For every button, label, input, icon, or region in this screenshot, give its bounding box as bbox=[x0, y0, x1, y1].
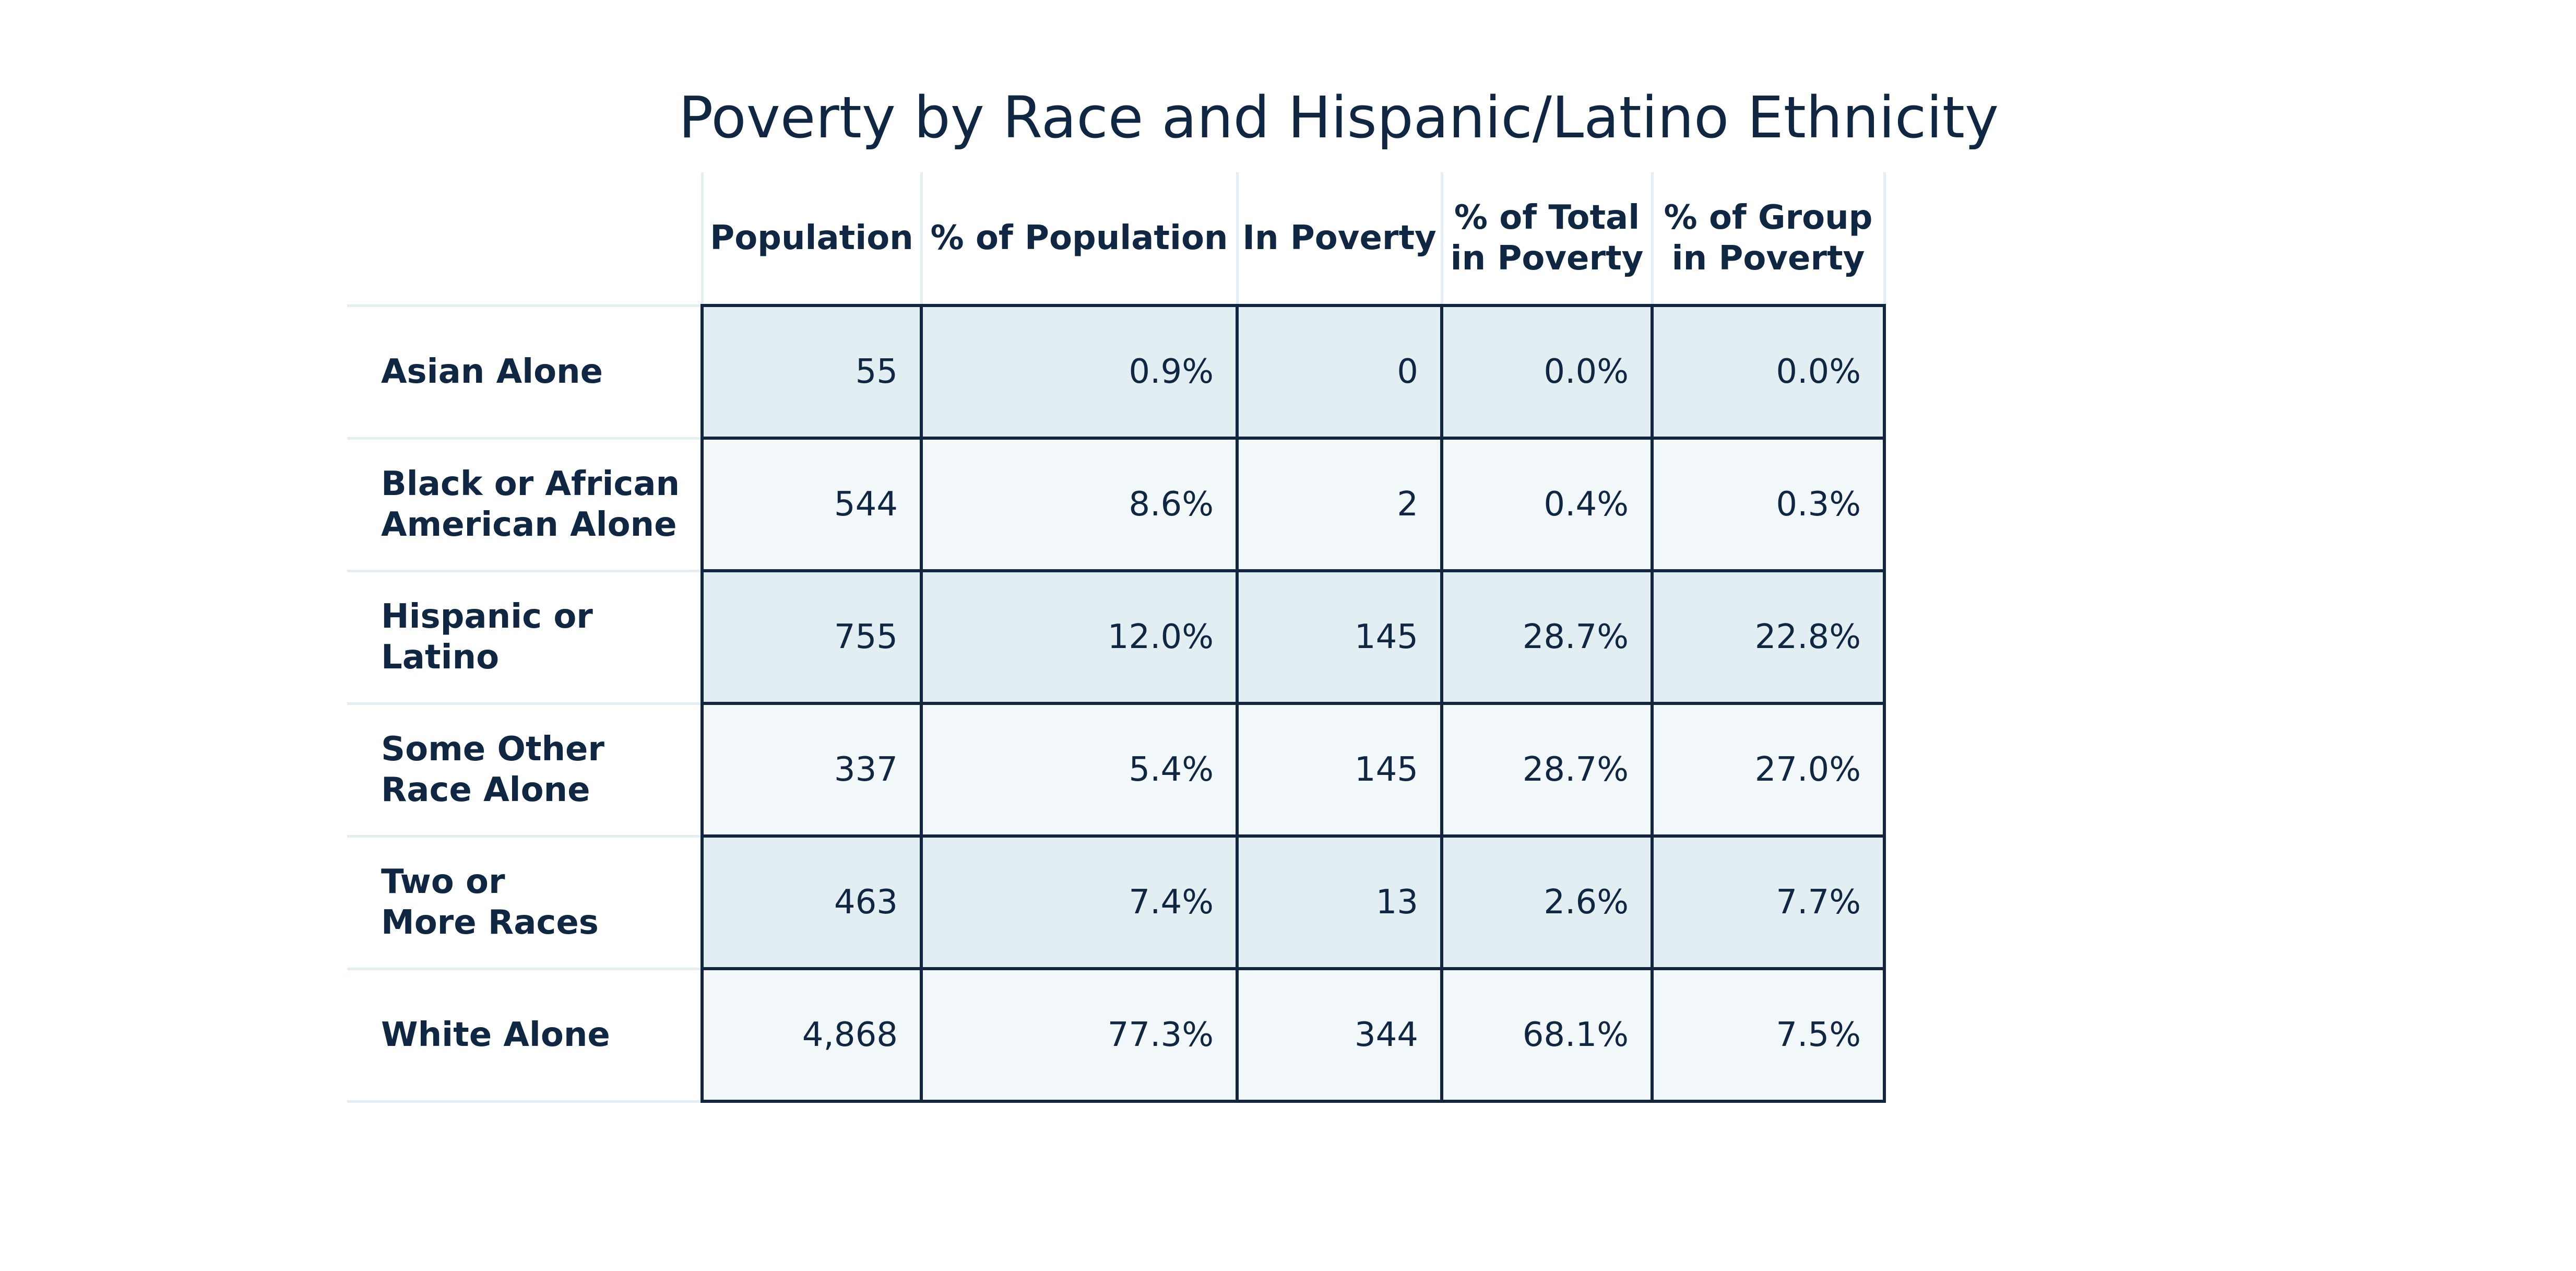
cell-pct-total-poverty: 2.6% bbox=[1440, 834, 1654, 970]
cell-in-poverty: 0 bbox=[1236, 304, 1443, 440]
column-header-pct-total-poverty: % of Total in Poverty bbox=[1440, 172, 1654, 305]
table-row: White Alone 4,868 77.3% 344 68.1% 7.5% bbox=[347, 967, 1886, 1103]
poverty-table: Population % of Population In Poverty % … bbox=[347, 172, 1886, 1103]
cell-in-poverty: 344 bbox=[1236, 967, 1443, 1103]
column-header-population: Population bbox=[701, 172, 923, 305]
cell-pct-total-poverty: 28.7% bbox=[1440, 702, 1654, 838]
cell-pct-population: 77.3% bbox=[920, 967, 1239, 1103]
table-title: Poverty by Race and Hispanic/Latino Ethn… bbox=[679, 84, 1999, 151]
column-header-line: % of Population bbox=[930, 219, 1228, 257]
column-header-line: % of Total bbox=[1454, 198, 1640, 237]
cell-pct-group-poverty: 7.5% bbox=[1651, 967, 1886, 1103]
cell-in-poverty: 145 bbox=[1236, 702, 1443, 838]
cell-population: 55 bbox=[701, 304, 923, 440]
cell-pct-total-poverty: 0.4% bbox=[1440, 437, 1654, 572]
row-label: Asian Alone bbox=[347, 304, 702, 440]
row-label: Black or African American Alone bbox=[347, 437, 702, 572]
table-row: Black or African American Alone 544 8.6% 2 0… bbox=[347, 437, 1886, 572]
cell-pct-total-poverty: 68.1% bbox=[1440, 967, 1654, 1103]
cell-pct-group-poverty: 22.8% bbox=[1651, 569, 1886, 705]
cell-pct-total-poverty: 28.7% bbox=[1440, 569, 1654, 705]
column-header-in-poverty: In Poverty bbox=[1236, 172, 1443, 305]
cell-pct-total-poverty: 0.0% bbox=[1440, 304, 1654, 440]
cell-population: 544 bbox=[701, 437, 923, 572]
cell-population: 463 bbox=[701, 834, 923, 970]
cell-in-poverty: 145 bbox=[1236, 569, 1443, 705]
cell-pct-group-poverty: 0.3% bbox=[1651, 437, 1886, 572]
cell-pct-group-poverty: 0.0% bbox=[1651, 304, 1886, 440]
cell-pct-population: 8.6% bbox=[920, 437, 1239, 572]
cell-population: 755 bbox=[701, 569, 923, 705]
cell-pct-population: 12.0% bbox=[920, 569, 1239, 705]
table-row: Two or More Races 463 7.4% 13 2.6% 7.7% bbox=[347, 834, 1886, 970]
row-label: Some Other Race Alone bbox=[347, 702, 702, 838]
table-row: Hispanic or Latino 755 12.0% 145 28.7% 22.8% bbox=[347, 569, 1886, 705]
table-body: Asian Alone 55 0.9% 0 0.0% 0.0% Black or Afric… bbox=[347, 304, 1886, 1103]
column-header-line: % of Group bbox=[1664, 198, 1873, 237]
table-row: Some Other Race Alone 337 5.4% 145 28.7% 27.0… bbox=[347, 702, 1886, 838]
column-header-line: In Poverty bbox=[1242, 219, 1437, 257]
cell-pct-population: 5.4% bbox=[920, 702, 1239, 838]
column-header-line: Population bbox=[710, 219, 913, 257]
header-corner bbox=[347, 172, 704, 305]
cell-pct-population: 7.4% bbox=[920, 834, 1239, 970]
cell-pct-population: 0.9% bbox=[920, 304, 1239, 440]
column-header-line: in Poverty bbox=[1671, 239, 1865, 278]
cell-in-poverty: 13 bbox=[1236, 834, 1443, 970]
row-label: Hispanic or Latino bbox=[347, 569, 702, 705]
cell-in-poverty: 2 bbox=[1236, 437, 1443, 572]
cell-population: 337 bbox=[701, 702, 923, 838]
column-header-pct-group-poverty: % of Group in Poverty bbox=[1651, 172, 1886, 305]
column-header-pct-population: % of Population bbox=[920, 172, 1239, 305]
row-label: White Alone bbox=[347, 967, 702, 1103]
column-header-line: in Poverty bbox=[1450, 239, 1644, 278]
cell-population: 4,868 bbox=[701, 967, 923, 1103]
row-label: Two or More Races bbox=[347, 834, 702, 970]
cell-pct-group-poverty: 7.7% bbox=[1651, 834, 1886, 970]
cell-pct-group-poverty: 27.0% bbox=[1651, 702, 1886, 838]
table-row: Asian Alone 55 0.9% 0 0.0% 0.0% bbox=[347, 304, 1886, 440]
header-row: Population % of Population In Poverty % … bbox=[347, 172, 1886, 305]
